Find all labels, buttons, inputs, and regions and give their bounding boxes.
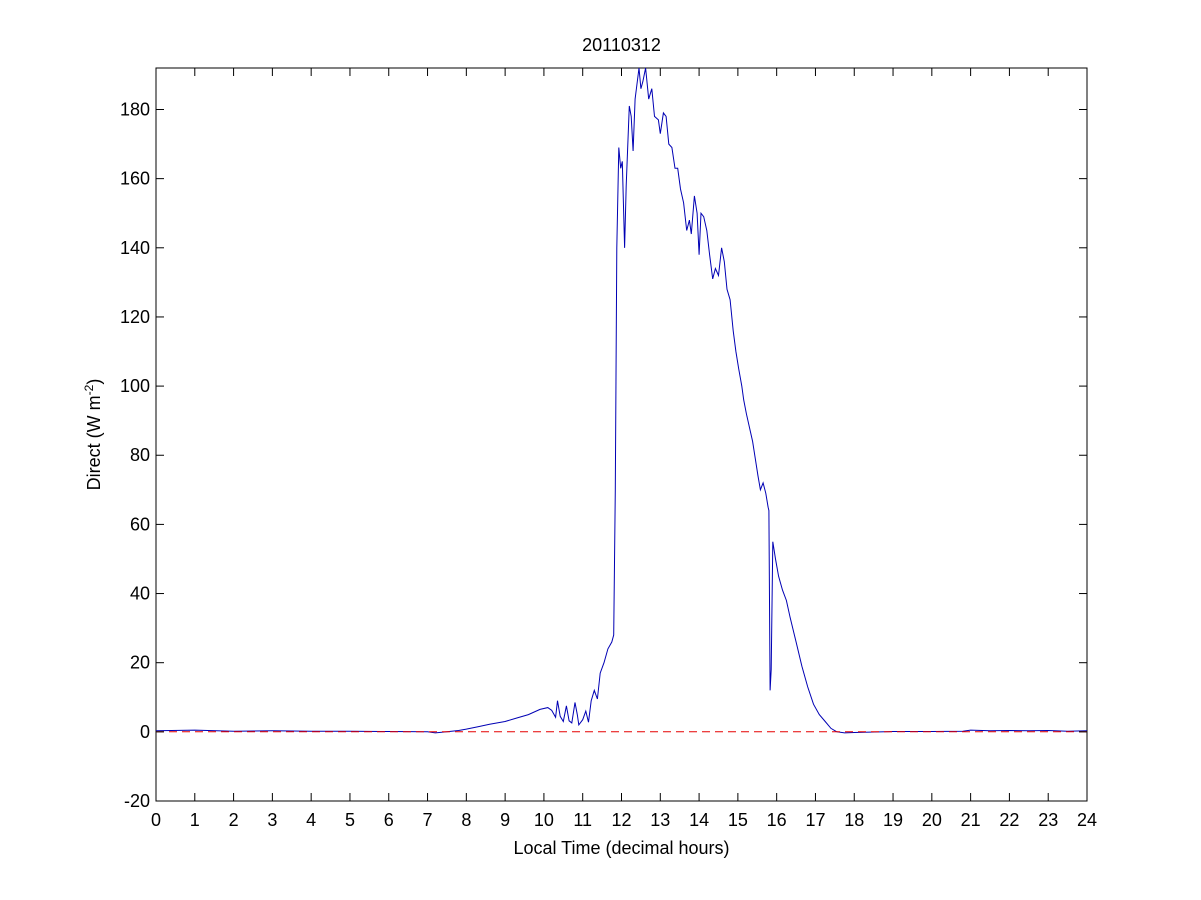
x-tick-label: 20 — [922, 810, 942, 830]
x-tick-label: 4 — [306, 810, 316, 830]
chart-title: 20110312 — [582, 35, 661, 55]
x-tick-label: 7 — [423, 810, 433, 830]
x-tick-label: 15 — [728, 810, 748, 830]
x-tick-label: 19 — [883, 810, 903, 830]
x-tick-label: 18 — [844, 810, 864, 830]
x-tick-label: 0 — [151, 810, 161, 830]
x-tick-label: 10 — [534, 810, 554, 830]
plot-area-frame — [155, 67, 1088, 802]
y-tick-label: 100 — [120, 376, 150, 396]
x-tick-label: 24 — [1077, 810, 1097, 830]
y-tick-label: 160 — [120, 169, 150, 189]
x-tick-label: 12 — [611, 810, 631, 830]
y-tick-label: 40 — [130, 584, 150, 604]
y-tick-label: 80 — [130, 445, 150, 465]
x-tick-label: 13 — [650, 810, 670, 830]
x-tick-label: 22 — [999, 810, 1019, 830]
y-tick-label: 60 — [130, 514, 150, 534]
x-tick-label: 21 — [961, 810, 981, 830]
x-tick-label: 8 — [461, 810, 471, 830]
y-axis-label: Direct (W m-2) — [82, 379, 104, 491]
x-tick-label: 11 — [573, 810, 592, 830]
series-layer — [155, 67, 1088, 734]
x-tick-label: 14 — [689, 810, 709, 830]
y-tick-label: 180 — [120, 99, 150, 119]
y-axis-label-text: Direct (W m — [84, 395, 104, 490]
x-tick-label: 3 — [267, 810, 277, 830]
y-tick-label: -20 — [124, 791, 150, 811]
direct-series-line — [155, 67, 1088, 734]
x-tick-label: 5 — [345, 810, 355, 830]
ticks-layer — [155, 68, 1088, 802]
x-axis-label: Local Time (decimal hours) — [513, 838, 729, 858]
y-axis-label-superscript: -2 — [82, 384, 96, 395]
x-tick-label: 16 — [767, 810, 787, 830]
y-axis-label-suffix: ) — [84, 379, 104, 385]
y-tick-label: 20 — [130, 653, 150, 673]
x-tick-label: 23 — [1038, 810, 1058, 830]
x-tick-label: 1 — [190, 810, 200, 830]
y-tick-label: 0 — [140, 722, 150, 742]
x-tick-label: 6 — [384, 810, 394, 830]
x-tick-label: 17 — [805, 810, 825, 830]
y-tick-label: 120 — [120, 307, 150, 327]
x-tick-label: 2 — [229, 810, 239, 830]
x-tick-label: 9 — [500, 810, 510, 830]
y-tick-label: 140 — [120, 238, 150, 258]
tick-labels-layer: 0 1 2 3 4 5 6 7 8 9 10 11 12 13 14 15 16 17 18 19 20 21 22 23 24… — [120, 99, 1097, 830]
